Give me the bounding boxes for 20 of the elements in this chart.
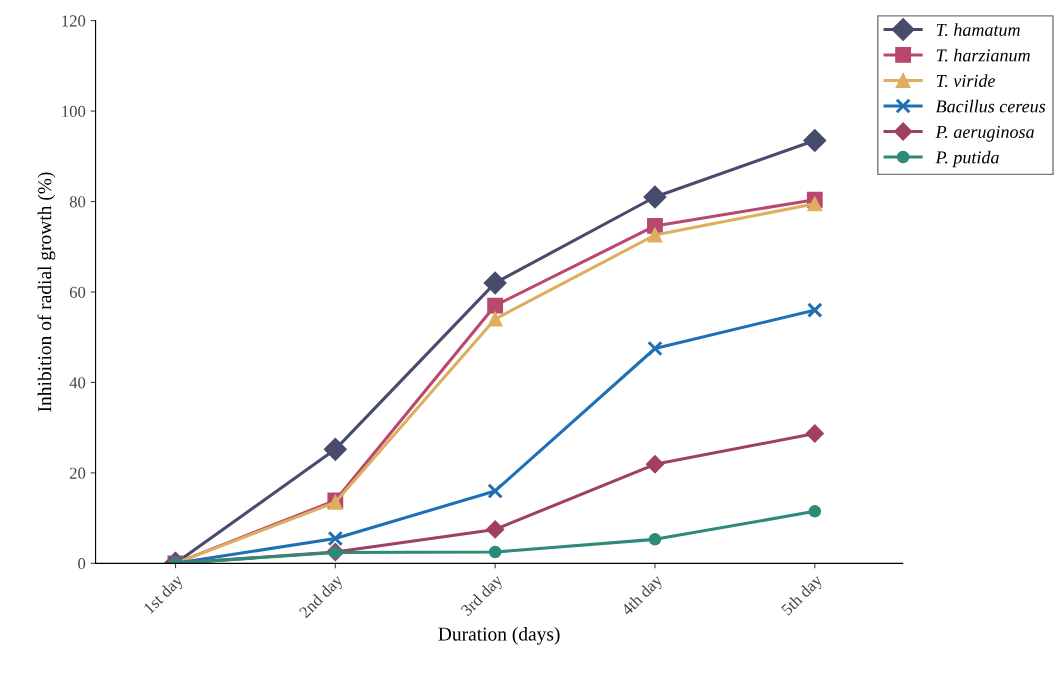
x-tick-label: 5th day — [780, 573, 826, 619]
legend-label: T. hamatum — [936, 23, 1020, 37]
x-tick-label: 2nd day — [298, 573, 346, 621]
y-tick-label: 20 — [69, 467, 86, 479]
y-tick-label: 120 — [62, 15, 86, 27]
legend-label: Bacillus cereus — [935, 99, 1046, 113]
y-tick-label: 0 — [78, 558, 86, 570]
y-tick-label: 60 — [69, 286, 86, 298]
x-tick-label: 1st day — [142, 573, 187, 617]
legend-label: T. viride — [936, 74, 996, 88]
x-tick-label: 3rd day — [460, 573, 506, 619]
x-axis-title: Duration (days) — [438, 626, 560, 645]
y-tick-label: 40 — [69, 377, 86, 389]
y-tick-label: 100 — [62, 105, 86, 118]
legend-label: P. aeruginosa — [935, 125, 1034, 142]
legend-label: T. harzianum — [936, 48, 1030, 62]
y-tick-label: 80 — [69, 196, 86, 208]
legend-label: P. putida — [935, 150, 999, 168]
x-tick-label: 4th day — [620, 573, 666, 619]
y-axis-title: Inhibition of radial growth (%) — [37, 172, 56, 412]
